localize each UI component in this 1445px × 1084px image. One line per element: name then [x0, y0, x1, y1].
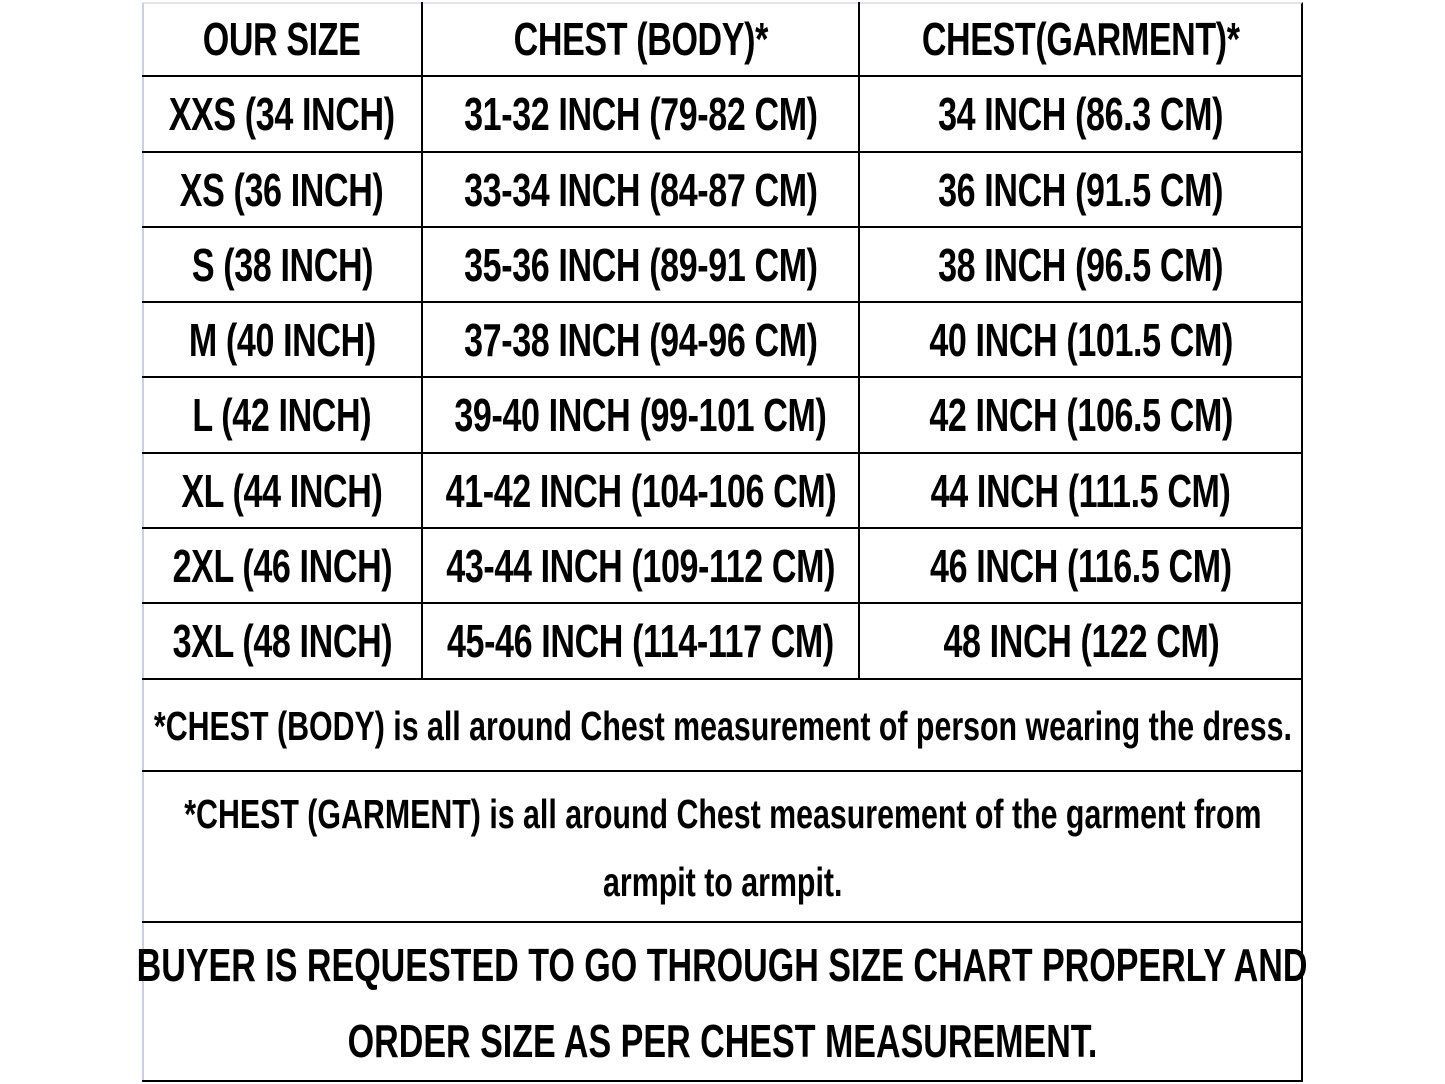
cell-text: 45-46 INCH (114-117 CM) — [447, 615, 834, 667]
table-divider — [142, 75, 1303, 77]
cell-text: 37-38 INCH (94-96 CM) — [463, 313, 818, 366]
cell-text: 42 INCH (106.5 CM) — [929, 389, 1233, 441]
cell-text: CHEST (BODY)* — [513, 13, 768, 65]
header-cell: CHEST (BODY)* — [422, 2, 859, 76]
table-divider — [142, 376, 1303, 378]
chest-garment-note: *CHEST (GARMENT) is all around Chest mea… — [142, 773, 1303, 922]
table-cell: 38 INCH (96.5 CM) — [859, 227, 1303, 302]
table-cell: 41-42 INCH (104-106 CM) — [422, 453, 859, 528]
table-cell: 35-36 INCH (89-91 CM) — [422, 227, 859, 302]
table-cell: 34 INCH (86.3 CM) — [859, 76, 1303, 152]
cell-text: XL (44 INCH) — [181, 464, 383, 517]
cell-text: 43-44 INCH (109-112 CM) — [446, 539, 835, 592]
cell-text: OUR SIZE — [203, 13, 361, 65]
table-cell: XS (36 INCH) — [142, 152, 422, 227]
table-divider — [142, 527, 1303, 529]
cell-text: 31-32 INCH (79-82 CM) — [463, 88, 818, 140]
cell-text: 3XL (48 INCH) — [172, 615, 392, 667]
table-cell: 46 INCH (116.5 CM) — [859, 528, 1303, 603]
cell-text: 35-36 INCH (89-91 CM) — [463, 238, 818, 291]
table-divider — [142, 226, 1303, 228]
table-cell: 36 INCH (91.5 CM) — [859, 152, 1303, 227]
table-divider — [142, 921, 1303, 923]
table-cell: 45-46 INCH (114-117 CM) — [422, 603, 859, 679]
column-divider — [858, 2, 860, 679]
chest-garment-note-line1: *CHEST (GARMENT) is all around Chest mea… — [183, 790, 1262, 837]
table-divider — [142, 602, 1303, 604]
cell-text: L (42 INCH) — [192, 389, 372, 441]
cell-text: 44 INCH (111.5 CM) — [931, 464, 1231, 517]
cell-text: 34 INCH (86.3 CM) — [938, 88, 1224, 140]
table-divider — [142, 151, 1303, 153]
table-cell: 48 INCH (122 CM) — [859, 603, 1303, 679]
cell-text: XXS (34 INCH) — [169, 88, 395, 140]
header-cell: CHEST(GARMENT)* — [859, 2, 1303, 76]
table-cell: S (38 INCH) — [142, 227, 422, 302]
size-chart-table — [142, 2, 1303, 1082]
cell-text: 2XL (46 INCH) — [172, 539, 392, 592]
header-cell: OUR SIZE — [142, 2, 422, 76]
column-divider — [421, 2, 423, 679]
table-cell: 31-32 INCH (79-82 CM) — [422, 76, 859, 152]
cell-text: CHEST(GARMENT)* — [922, 13, 1240, 65]
cell-text: S (38 INCH) — [191, 238, 373, 291]
table-divider — [142, 301, 1303, 303]
chest-garment-note-line2: armpit to armpit. — [602, 858, 843, 905]
cell-text: 40 INCH (101.5 CM) — [929, 313, 1233, 366]
table-cell: XXS (34 INCH) — [142, 76, 422, 152]
table-cell: 2XL (46 INCH) — [142, 528, 422, 603]
table-cell: 33-34 INCH (84-87 CM) — [422, 152, 859, 227]
table-divider — [142, 1080, 1303, 1082]
cell-text: 48 INCH (122 CM) — [943, 615, 1219, 667]
buyer-notice: BUYER IS REQUESTED TO GO THROUGH SIZE CH… — [137, 924, 1308, 1082]
cell-text: 46 INCH (116.5 CM) — [930, 539, 1232, 592]
cell-text: 36 INCH (91.5 CM) — [938, 163, 1224, 216]
table-cell: XL (44 INCH) — [142, 453, 422, 528]
cell-text: 33-34 INCH (84-87 CM) — [463, 163, 818, 216]
cell-text: 38 INCH (96.5 CM) — [938, 238, 1224, 291]
cell-text: M (40 INCH) — [188, 313, 376, 366]
table-cell: 39-40 INCH (99-101 CM) — [422, 377, 859, 453]
table-divider — [142, 452, 1303, 454]
table-divider — [142, 678, 1303, 680]
table-cell: 42 INCH (106.5 CM) — [859, 377, 1303, 453]
chest-body-note: *CHEST (BODY) is all around Chest measur… — [142, 681, 1303, 771]
table-cell: 37-38 INCH (94-96 CM) — [422, 302, 859, 377]
table-cell: M (40 INCH) — [142, 302, 422, 377]
table-divider — [142, 770, 1303, 772]
table-cell: 3XL (48 INCH) — [142, 603, 422, 679]
buyer-notice-line1: BUYER IS REQUESTED TO GO THROUGH SIZE CH… — [137, 939, 1308, 991]
cell-text: XS (36 INCH) — [180, 163, 384, 216]
table-cell: L (42 INCH) — [142, 377, 422, 453]
table-cell: 44 INCH (111.5 CM) — [859, 453, 1303, 528]
table-cell: 40 INCH (101.5 CM) — [859, 302, 1303, 377]
chest-body-note-text: *CHEST (BODY) is all around Chest measur… — [153, 703, 1292, 749]
cell-text: 39-40 INCH (99-101 CM) — [454, 389, 827, 441]
cell-text: 41-42 INCH (104-106 CM) — [445, 464, 836, 517]
table-cell: 43-44 INCH (109-112 CM) — [422, 528, 859, 603]
buyer-notice-line2: ORDER SIZE AS PER CHEST MEASUREMENT. — [347, 1015, 1098, 1067]
